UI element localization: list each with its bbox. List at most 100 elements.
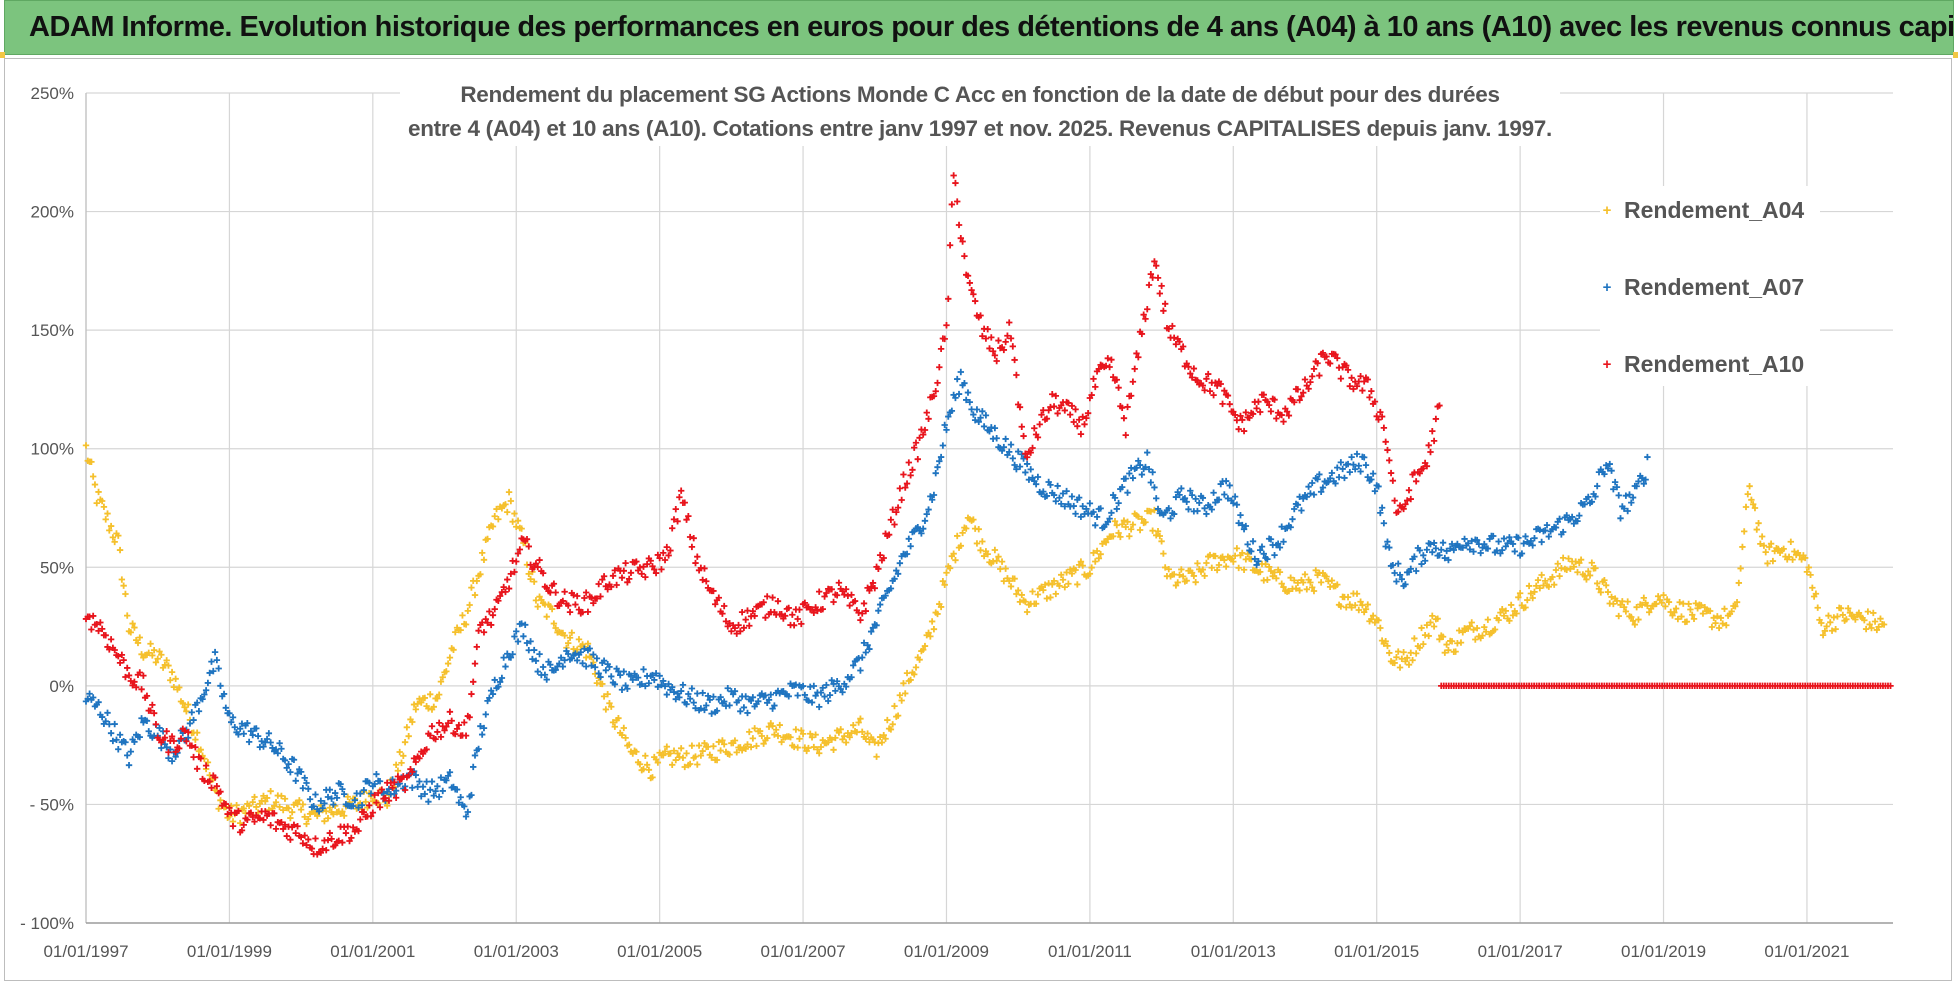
data-point-rendement-a10 <box>1009 343 1016 350</box>
data-point-rendement-a04 <box>774 732 782 740</box>
data-point-rendement-a07 <box>1493 547 1501 554</box>
data-point-rendement-a07 <box>830 680 837 688</box>
data-point-rendement-a07 <box>815 703 823 711</box>
data-point-rendement-a10 <box>1355 378 1362 385</box>
data-point-rendement-a10 <box>597 593 604 600</box>
data-point-rendement-a07 <box>952 394 959 402</box>
data-point-rendement-a07 <box>1617 515 1624 522</box>
data-point-rendement-a10 <box>1246 414 1253 422</box>
data-point-rendement-a04 <box>1749 501 1757 508</box>
data-point-rendement-a10 <box>1283 408 1291 415</box>
data-point-rendement-a04 <box>674 750 681 757</box>
legend-label-a07: Rendement_A07 <box>1624 273 1805 300</box>
data-point-rendement-a04 <box>1436 636 1443 643</box>
data-point-rendement-a10 <box>1364 376 1371 383</box>
data-point-rendement-a10 <box>690 534 697 542</box>
data-point-rendement-a07 <box>1581 501 1588 508</box>
data-point-rendement-a04 <box>1862 625 1870 633</box>
data-point-rendement-a10 <box>323 846 330 854</box>
data-point-rendement-a07 <box>866 645 873 653</box>
data-point-rendement-a07 <box>1380 520 1388 527</box>
data-point-rendement-a04 <box>1007 583 1015 590</box>
data-point-rendement-a07 <box>1126 470 1133 477</box>
data-point-rendement-a04 <box>444 660 452 667</box>
data-point-rendement-a07 <box>685 690 692 698</box>
data-point-rendement-a10 <box>426 732 434 739</box>
data-point-rendement-a10 <box>1092 383 1099 391</box>
data-point-rendement-a07 <box>193 699 201 706</box>
data-point-rendement-a04 <box>330 810 337 818</box>
data-point-rendement-a07 <box>1375 483 1382 490</box>
data-point-rendement-a07 <box>357 790 364 797</box>
data-point-rendement-a10 <box>319 845 326 853</box>
data-point-rendement-a07 <box>1147 479 1155 486</box>
data-point-rendement-a04 <box>1631 621 1639 628</box>
data-point-rendement-a10 <box>409 768 416 776</box>
data-point-rendement-a04 <box>1045 580 1052 587</box>
data-point-rendement-a07 <box>1176 491 1183 499</box>
data-point-rendement-a10 <box>292 829 299 837</box>
data-point-rendement-a10 <box>1018 423 1025 430</box>
data-point-rendement-a04 <box>1300 579 1307 586</box>
data-point-rendement-a10 <box>624 579 631 586</box>
data-point-rendement-a04 <box>1072 566 1079 574</box>
data-point-rendement-a07 <box>875 607 882 614</box>
data-point-rendement-a04 <box>715 738 723 746</box>
data-point-rendement-a04 <box>392 761 400 768</box>
banner-title: ADAM Informe. Evolution historique des p… <box>4 0 1954 55</box>
data-point-rendement-a04 <box>294 800 301 808</box>
data-point-rendement-a07 <box>1412 567 1420 575</box>
data-point-rendement-a10 <box>147 707 154 714</box>
data-point-rendement-a10 <box>475 627 482 634</box>
data-point-rendement-a10 <box>1077 430 1085 438</box>
data-point-rendement-a04 <box>279 806 287 814</box>
data-point-rendement-a10 <box>781 612 789 620</box>
data-point-rendement-a07 <box>1192 495 1199 503</box>
data-point-rendement-a07 <box>305 785 312 793</box>
data-point-rendement-a04 <box>1601 577 1608 584</box>
data-point-rendement-a10 <box>844 592 852 599</box>
data-point-rendement-a07 <box>461 803 468 810</box>
data-point-rendement-a07 <box>1230 500 1237 507</box>
data-point-rendement-a10 <box>1040 407 1047 414</box>
data-point-rendement-a07 <box>1515 534 1522 542</box>
data-point-rendement-a04 <box>122 590 129 598</box>
data-point-rendement-a04 <box>733 749 740 756</box>
data-point-rendement-a10 <box>283 832 290 840</box>
data-point-rendement-a04 <box>1629 617 1637 625</box>
data-point-rendement-a04 <box>1023 608 1031 616</box>
data-point-rendement-a07 <box>674 690 681 697</box>
data-point-rendement-a04 <box>1423 621 1431 629</box>
data-point-rendement-a07 <box>1210 489 1217 496</box>
data-point-rendement-a07 <box>1296 493 1303 501</box>
data-point-rendement-a07 <box>272 746 280 753</box>
data-point-rendement-a04 <box>1732 603 1739 610</box>
data-point-rendement-a07 <box>1022 469 1029 476</box>
data-point-rendement-a04 <box>1086 570 1094 577</box>
data-point-rendement-a07 <box>303 779 310 787</box>
data-point-rendement-a04 <box>1809 584 1816 591</box>
data-point-rendement-a07 <box>1529 542 1536 549</box>
data-point-rendement-a07 <box>1253 561 1260 569</box>
data-point-rendement-a10 <box>1260 391 1267 398</box>
data-point-rendement-a10 <box>871 584 878 592</box>
data-point-rendement-a10 <box>1285 412 1293 419</box>
data-point-rendement-a10 <box>737 628 744 635</box>
data-point-rendement-a07 <box>464 808 472 816</box>
data-point-rendement-a07 <box>1061 503 1068 510</box>
data-point-rendement-a04 <box>1109 533 1117 540</box>
data-point-rendement-a07 <box>1344 460 1352 468</box>
data-point-rendement-a10 <box>764 593 771 600</box>
data-point-rendement-a07 <box>744 709 751 717</box>
data-point-rendement-a04 <box>573 646 581 653</box>
data-point-rendement-a04 <box>394 767 402 774</box>
data-point-rendement-a07 <box>799 682 807 690</box>
data-point-rendement-a07 <box>821 693 828 700</box>
data-point-rendement-a04 <box>1129 521 1137 528</box>
data-point-rendement-a10 <box>604 586 611 593</box>
data-point-rendement-a07 <box>487 687 495 694</box>
data-point-rendement-a07 <box>694 690 701 697</box>
data-point-rendement-a04 <box>618 731 626 739</box>
data-point-rendement-a10 <box>471 660 479 667</box>
data-point-rendement-a04 <box>1061 583 1068 591</box>
